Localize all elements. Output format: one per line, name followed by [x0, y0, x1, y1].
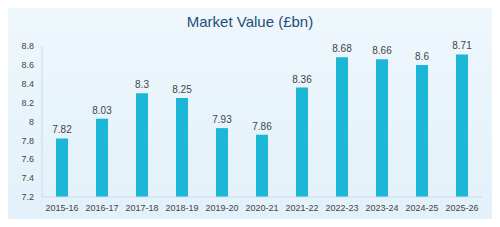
svg-text:2025-26: 2025-26: [445, 203, 478, 213]
svg-text:8.68: 8.68: [332, 43, 352, 54]
svg-text:2020-21: 2020-21: [245, 203, 278, 213]
svg-text:2018-19: 2018-19: [165, 203, 198, 213]
svg-text:8.03: 8.03: [92, 105, 112, 116]
svg-text:8: 8: [29, 117, 34, 127]
svg-text:8.3: 8.3: [135, 79, 149, 90]
svg-text:2015-16: 2015-16: [45, 203, 78, 213]
html-text:Market Value (£bn): Market Value (£bn): [186, 13, 314, 30]
svg-text:7.86: 7.86: [252, 121, 272, 132]
svg-text:2024-25: 2024-25: [405, 203, 438, 213]
svg-text:2021-22: 2021-22: [285, 203, 318, 213]
svg-text:8.71: 8.71: [452, 40, 472, 51]
svg-text:2022-23: 2022-23: [325, 203, 358, 213]
svg-text:8.4: 8.4: [21, 79, 34, 89]
svg-text:2017-18: 2017-18: [125, 203, 158, 213]
svg-text:2019-20: 2019-20: [205, 203, 238, 213]
svg-text:8.6: 8.6: [21, 60, 34, 70]
svg-text:8.8: 8.8: [21, 41, 34, 51]
svg-text:2023-24: 2023-24: [365, 203, 398, 213]
svg-text:8.36: 8.36: [292, 74, 312, 85]
svg-text:8.25: 8.25: [172, 84, 192, 95]
svg-text:8.66: 8.66: [372, 45, 392, 56]
svg-text:8.2: 8.2: [21, 98, 34, 108]
svg-text:7.2: 7.2: [21, 192, 34, 202]
svg-text:2016-17: 2016-17: [85, 203, 118, 213]
svg-text:7.6: 7.6: [21, 154, 34, 164]
svg-text:7.4: 7.4: [21, 173, 34, 183]
svg-text:7.8: 7.8: [21, 136, 34, 146]
svg-text:7.93: 7.93: [212, 114, 232, 125]
svg-text:7.82: 7.82: [52, 124, 72, 135]
svg-text:8.6: 8.6: [415, 51, 429, 62]
